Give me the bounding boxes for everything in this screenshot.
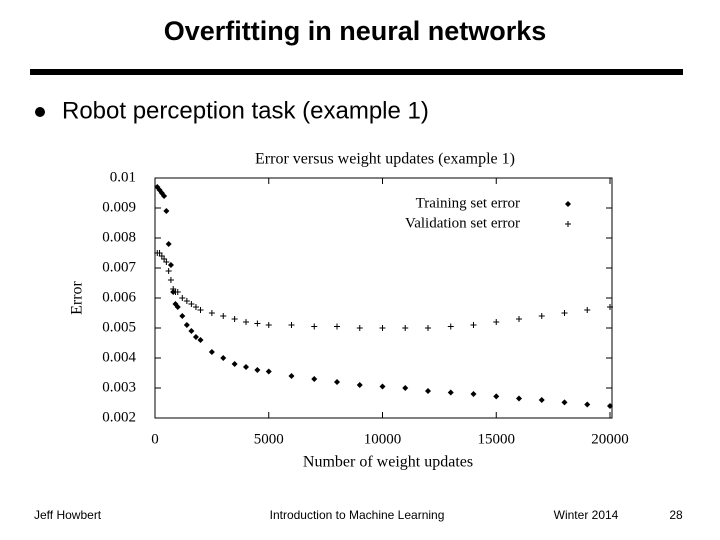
point [288, 373, 295, 379]
y-tick-label: 0.005 [102, 319, 136, 335]
point [493, 319, 500, 325]
footer-page: 28 [669, 508, 683, 522]
point [231, 361, 238, 367]
point [254, 367, 261, 373]
point [165, 241, 172, 247]
point [183, 322, 190, 328]
point [425, 388, 431, 394]
x-tick-label: 0 [151, 431, 159, 447]
footer-author: Jeff Howbert [34, 508, 102, 522]
point [561, 310, 568, 316]
title-rule [30, 69, 683, 75]
point [265, 322, 272, 328]
point [192, 304, 199, 310]
point [208, 310, 215, 316]
x-tick-label: 20000 [591, 431, 629, 447]
y-tick-label: 0.004 [102, 349, 136, 365]
point [447, 323, 454, 330]
y-tick-label: 0.009 [102, 199, 136, 215]
legend-marker [565, 201, 571, 207]
point [356, 382, 363, 388]
bullet-dot [35, 107, 45, 117]
point [183, 298, 190, 304]
footer-term: Winter 2014 [554, 508, 619, 522]
point [402, 385, 409, 391]
y-tick-label: 0.01 [110, 169, 136, 185]
point [163, 208, 170, 214]
point [493, 393, 500, 400]
footer-course: Introduction to Machine Learning [270, 508, 445, 522]
y-axis-label: Error [69, 280, 86, 314]
point [188, 301, 195, 307]
point [174, 289, 181, 295]
legend-label: Training set error [416, 195, 520, 211]
point [470, 322, 477, 328]
y-tick-label: 0.003 [102, 379, 136, 395]
x-tick-label: 15000 [478, 431, 516, 447]
point [174, 304, 181, 310]
point [265, 368, 272, 375]
point [538, 397, 545, 403]
point [179, 313, 186, 319]
x-tick-label: 5000 [254, 431, 284, 447]
point [197, 337, 204, 343]
point [167, 277, 174, 283]
point [161, 193, 168, 199]
point [167, 262, 174, 268]
point [243, 319, 249, 325]
point [607, 403, 613, 409]
point [334, 379, 340, 385]
y-tick-label: 0.006 [102, 289, 136, 305]
legend-label: Validation set error [405, 215, 520, 231]
y-tick-label: 0.008 [102, 229, 136, 245]
point [561, 399, 568, 406]
point [379, 325, 386, 331]
point [379, 383, 386, 390]
point [516, 316, 522, 322]
point [538, 313, 545, 319]
point [165, 268, 172, 274]
point [402, 325, 409, 331]
point [243, 364, 249, 370]
point [607, 304, 613, 310]
point [584, 307, 591, 313]
point [231, 316, 238, 322]
plot-frame [154, 177, 613, 419]
point [334, 323, 340, 330]
point [197, 307, 204, 313]
bullet-text: Robot perception task (example 1) [62, 97, 429, 124]
point [254, 320, 261, 327]
x-tick-label: 10000 [364, 431, 402, 447]
point [220, 355, 227, 361]
point [311, 376, 318, 382]
legend-marker [565, 221, 571, 227]
point [425, 325, 431, 331]
point [311, 323, 318, 330]
slide-title: Overfitting in neural networks [164, 16, 547, 46]
point [220, 313, 227, 319]
point [288, 322, 295, 328]
point [179, 295, 186, 301]
point [163, 259, 170, 265]
x-axis-label: Number of weight updates [303, 454, 473, 471]
point [516, 395, 522, 402]
point [192, 334, 199, 340]
point [356, 325, 363, 331]
chart-title: Error versus weight updates (example 1) [255, 151, 515, 168]
y-tick-label: 0.007 [102, 259, 136, 275]
point [208, 349, 215, 355]
point [188, 328, 195, 334]
point [447, 389, 454, 396]
point [584, 401, 591, 408]
point [470, 391, 477, 397]
y-tick-label: 0.002 [102, 409, 136, 425]
